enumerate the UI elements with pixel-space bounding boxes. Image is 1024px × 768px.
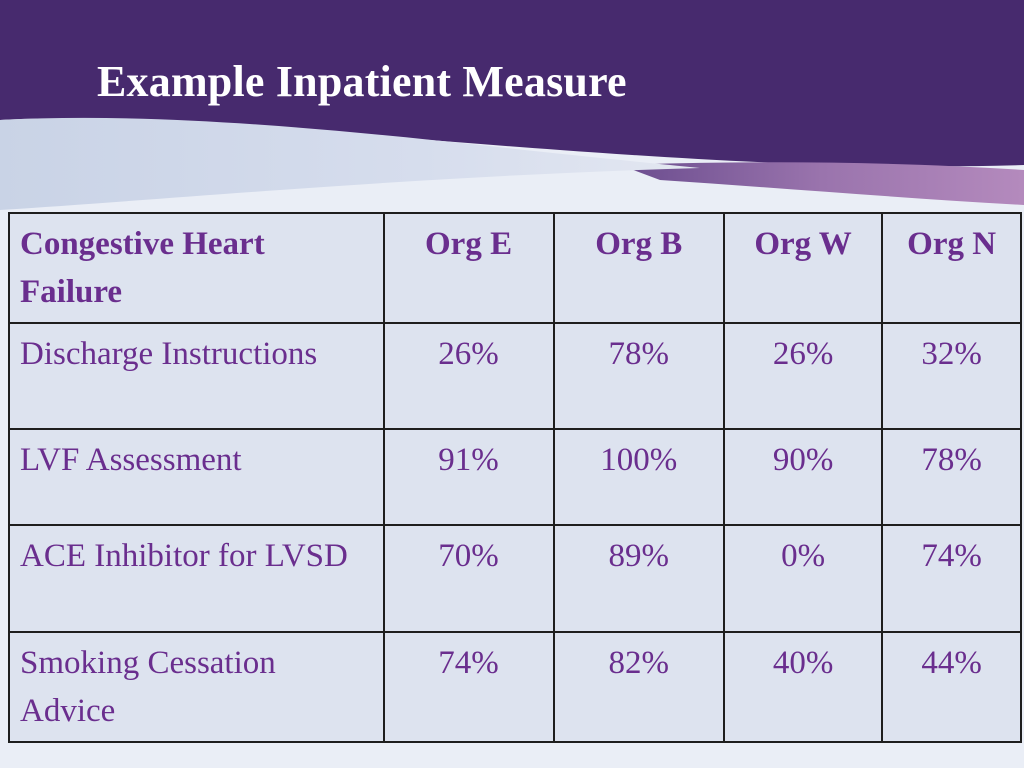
- cell-value: 74%: [382, 631, 555, 743]
- column-header-org-w: Org W: [722, 212, 884, 324]
- table-row: ACE Inhibitor for LVSD 70% 89% 0% 74%: [8, 524, 1022, 633]
- table-row: Discharge Instructions 26% 78% 26% 32%: [8, 322, 1022, 430]
- cell-value: 32%: [881, 322, 1022, 430]
- cell-value: 78%: [881, 428, 1022, 526]
- cell-value: 78%: [552, 322, 725, 430]
- cell-value: 82%: [552, 631, 725, 743]
- cell-value: 26%: [722, 322, 884, 430]
- light-swoosh: [0, 117, 700, 210]
- table-row: Smoking Cessation Advice 74% 82% 40% 44%: [8, 631, 1022, 743]
- column-header-org-n: Org N: [881, 212, 1022, 324]
- column-header-org-b: Org B: [552, 212, 725, 324]
- row-label: ACE Inhibitor for LVSD: [8, 524, 385, 633]
- cell-value: 44%: [881, 631, 1022, 743]
- measure-table: Congestive Heart Failure Org E Org B Org…: [8, 212, 1022, 743]
- column-header-org-e: Org E: [382, 212, 555, 324]
- cell-value: 0%: [722, 524, 884, 633]
- column-header-measure: Congestive Heart Failure: [8, 212, 385, 324]
- cell-value: 40%: [722, 631, 884, 743]
- pink-swoosh: [620, 162, 1024, 205]
- cell-value: 91%: [382, 428, 555, 526]
- cell-value: 74%: [881, 524, 1022, 633]
- table-row: LVF Assessment 91% 100% 90% 78%: [8, 428, 1022, 526]
- cell-value: 90%: [722, 428, 884, 526]
- table-header-row: Congestive Heart Failure Org E Org B Org…: [8, 212, 1022, 324]
- row-label: Smoking Cessation Advice: [8, 631, 385, 743]
- cell-value: 70%: [382, 524, 555, 633]
- cell-value: 100%: [552, 428, 725, 526]
- cell-value: 26%: [382, 322, 555, 430]
- row-label: Discharge Instructions: [8, 322, 385, 430]
- cell-value: 89%: [552, 524, 725, 633]
- slide-title: Example Inpatient Measure: [97, 57, 627, 106]
- row-label: LVF Assessment: [8, 428, 385, 526]
